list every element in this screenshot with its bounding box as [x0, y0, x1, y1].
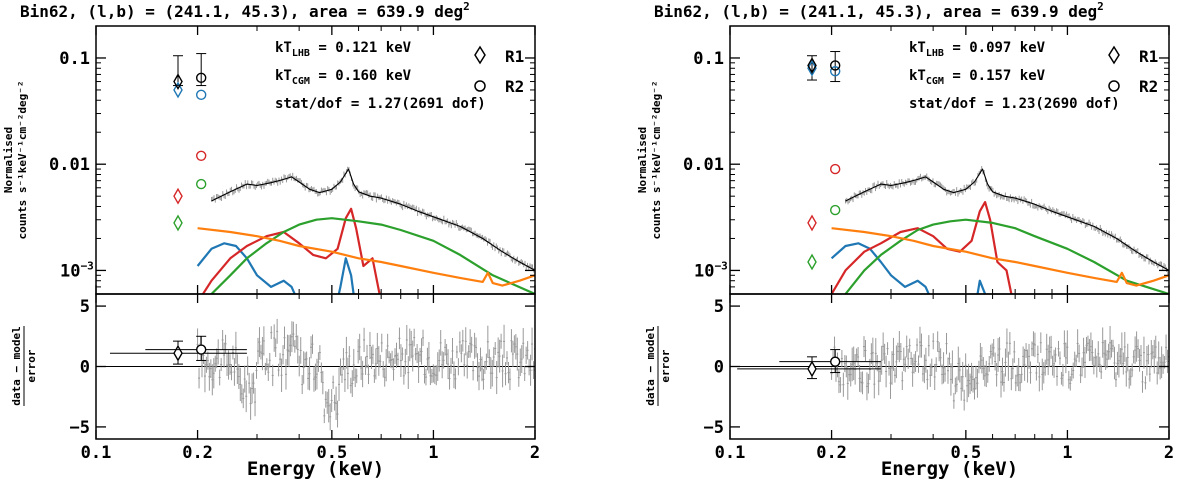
rosat-r1-total: [807, 57, 817, 74]
legend-label-r1: R1: [505, 47, 524, 66]
x-tick-label: 0.2: [182, 443, 213, 463]
rosat-r1-green: [173, 214, 183, 232]
residual-label-numerator: data − model: [644, 326, 657, 405]
y-axis-label-bottom: data − model error: [10, 326, 38, 406]
y-axis-label-bottom: data − model error: [644, 326, 672, 406]
y-tick-label-0.01: 0.01: [683, 155, 724, 175]
spectrum-panel: [830, 166, 1169, 294]
residual-y-tick-label: 5: [714, 297, 724, 317]
rosat-r1-blue: [807, 59, 817, 77]
y-axis-label-line2: counts s⁻¹keV⁻¹cm⁻²deg⁻²: [16, 81, 29, 240]
legend-marker-r1: [474, 45, 486, 65]
residual-marker-r2: [195, 344, 207, 355]
model-curve-black: [845, 168, 1169, 271]
x-tick-label: 2: [530, 443, 540, 463]
y-tick-label-0.1: 0.1: [693, 49, 724, 69]
residual-marker-r1: [807, 360, 817, 378]
rosat-r1-red: [173, 187, 183, 205]
residual-label-denominator: error: [25, 349, 38, 382]
x-tick-label: 0.5: [316, 443, 347, 463]
residual-panel: [96, 318, 535, 431]
x-tick-label: 0.5: [950, 443, 981, 463]
rosat-r2-total: [195, 72, 207, 84]
y-axis-label-line2: counts s⁻¹keV⁻¹cm⁻²deg⁻²: [650, 81, 663, 240]
model-curve-green: [210, 217, 535, 294]
spectrum-figure-left: Bin62, (l,b) = (241.1, 45.3), area = 639…: [2, 0, 540, 480]
rosat-r1-blue: [173, 81, 183, 99]
chart-title: Bin62, (l,b) = (241.1, 45.3), area = 639…: [654, 0, 1104, 21]
y-tick-label-0.1: 0.1: [59, 49, 90, 69]
rosat-r2-total: [829, 60, 841, 71]
x-axis-label: Energy (keV): [247, 458, 384, 480]
residual-y-tick-label: −5: [704, 418, 724, 438]
rosat-r1-green: [807, 253, 817, 271]
chart-title: Bin62, (l,b) = (241.1, 45.3), area = 639…: [20, 0, 470, 21]
residual-label-denominator: error: [659, 349, 672, 382]
residual-label-numerator: data − model: [10, 326, 23, 405]
y-axis-label-top: Normalised counts s⁻¹keV⁻¹cm⁻²deg⁻²: [636, 81, 663, 240]
spectrum-figure-right: Bin62, (l,b) = (241.1, 45.3), area = 639…: [634, 0, 1200, 480]
x-tick-label: 2: [1164, 443, 1174, 463]
rosat-r2-green: [829, 204, 841, 216]
residual-y-tick-label: 0: [714, 358, 724, 378]
model-curve-red: [201, 207, 381, 294]
spectrum-panel: [196, 166, 535, 294]
annotation-kt-lhb: kTLHB = 0.097 keV: [909, 40, 1046, 59]
top-axes-frame: [95, 25, 536, 295]
model-curve-black: [211, 168, 535, 271]
annotation-kt-cgm: kTCGM = 0.157 keV: [909, 68, 1046, 87]
y-axis-label-top: Normalised counts s⁻¹keV⁻¹cm⁻²deg⁻²: [2, 81, 29, 240]
rosat-r1-red: [807, 214, 817, 232]
residual-panel: [730, 325, 1169, 411]
rosat-r2-red: [829, 163, 841, 175]
y-axis-label-line1: Normalised: [636, 127, 649, 193]
y-axis-label-line1: Normalised: [2, 127, 15, 193]
model-curve-blue: [196, 242, 355, 294]
legend-label-r1: R1: [1139, 47, 1158, 66]
legend-marker-r1: [1108, 45, 1120, 65]
x-tick-label: 0.1: [81, 443, 112, 463]
x-tick-label: 1: [428, 443, 438, 463]
x-tick-label: 1: [1062, 443, 1072, 463]
rosat-r2-blue: [829, 66, 841, 77]
legend-label-r2: R2: [1139, 77, 1158, 96]
y-tick-label-1e-3: 10−3: [694, 259, 728, 281]
model-curve-blue: [830, 242, 987, 294]
residual-y-tick-label: 0: [80, 358, 90, 378]
annotation-kt-cgm: kTCGM = 0.160 keV: [275, 68, 412, 87]
legend-marker-r2: [1108, 80, 1120, 92]
spectrum-chart-right: Bin62, (l,b) = (241.1, 45.3), area = 639…: [636, 0, 1174, 480]
x-tick-label: 0.2: [816, 443, 847, 463]
x-tick-label: 0.1: [715, 443, 746, 463]
rosat-r2-blue: [195, 89, 207, 101]
residual-marker-r2: [829, 356, 841, 367]
model-curve-orange: [831, 227, 1169, 287]
legend-label-r2: R2: [505, 77, 524, 96]
residual-marker-r1: [173, 344, 183, 362]
annotation-kt-lhb: kTLHB = 0.121 keV: [275, 40, 412, 59]
rosat-r2-green: [195, 178, 207, 190]
residual-y-tick-label: −5: [70, 418, 90, 438]
model-curve-green: [844, 218, 1169, 294]
annotation-stat-dof: stat/dof = 1.23(2690 dof): [909, 96, 1120, 112]
y-tick-label-0.01: 0.01: [49, 155, 90, 175]
annotation-stat-dof: stat/dof = 1.27(2691 dof): [275, 96, 486, 112]
rosat-r2-red: [195, 150, 207, 161]
spectrum-chart-left: Bin62, (l,b) = (241.1, 45.3), area = 639…: [2, 0, 540, 480]
top-axes-frame: [729, 25, 1170, 295]
y-tick-label-1e-3: 10−3: [60, 259, 94, 281]
residual-y-tick-label: 5: [80, 297, 90, 317]
rosat-r1-total: [173, 73, 183, 90]
legend-marker-r2: [474, 80, 486, 92]
model-curve-orange: [197, 227, 535, 287]
x-axis-label: Energy (keV): [881, 458, 1018, 480]
